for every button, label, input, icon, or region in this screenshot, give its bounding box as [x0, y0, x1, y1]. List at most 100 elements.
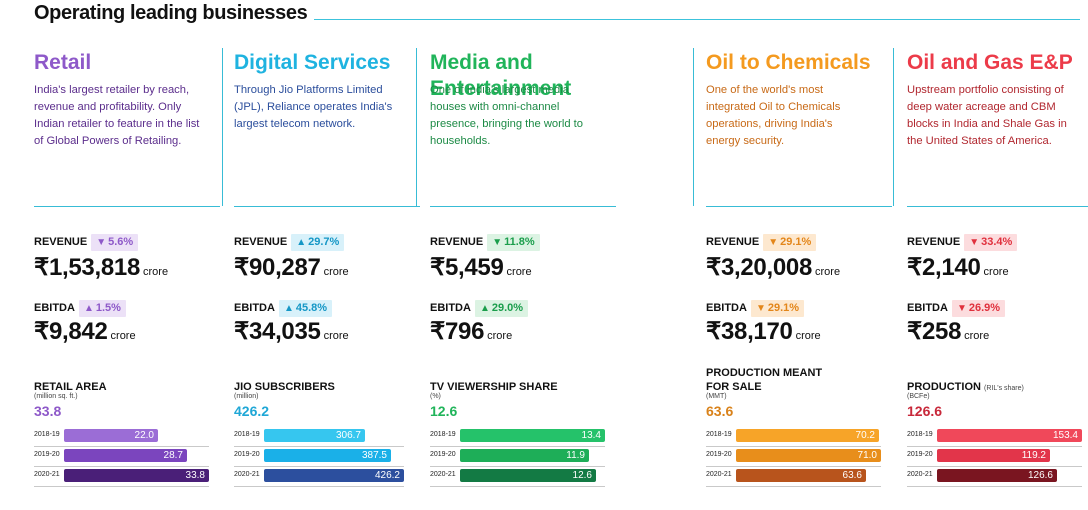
bar-fill	[937, 449, 1050, 462]
segment-description: Upstream portfolio consisting of deep wa…	[907, 84, 1067, 147]
segment-description: One of India's largest media houses with…	[430, 84, 583, 147]
segment-title: Digital Services	[234, 51, 391, 74]
revenue-label-row: REVENUE ▼ 5.6%	[34, 234, 139, 251]
change-value: 45.8%	[295, 302, 328, 314]
section-rule	[234, 206, 420, 207]
bar-year-label: 2018-19	[34, 431, 60, 438]
bar-value-label: 11.9	[566, 450, 585, 461]
arrow-down-icon: ▼	[768, 237, 779, 248]
arrow-down-icon: ▼	[755, 303, 766, 314]
bar-value-label: 33.8	[185, 470, 205, 481]
stat-label: JIO SUBSCRIBERS	[234, 380, 335, 394]
change-badge: ▲ 1.5%	[78, 300, 126, 317]
ebitda-unit: crore	[323, 330, 349, 342]
stat-label: TV VIEWERSHIP SHARE	[430, 380, 558, 394]
ebitda-amount: ₹796	[430, 318, 485, 345]
stat-unit: (million)	[234, 393, 259, 400]
ebitda-label-row: EBITDA ▲ 45.8%	[234, 300, 333, 317]
ebitda-label: EBITDA	[430, 302, 471, 314]
stat-label: RETAIL AREA	[34, 380, 107, 394]
section-rule	[34, 206, 220, 207]
bar-fill	[64, 449, 187, 462]
arrow-down-icon: ▼	[956, 303, 967, 314]
segment-column-o2c: Oil to Chemicals One of the world's most …	[706, 46, 892, 487]
change-badge: ▲ 29.7%	[291, 234, 345, 251]
section-rule	[907, 206, 1088, 207]
revenue-label-row: REVENUE ▲ 29.7%	[234, 234, 345, 251]
bar-value-label: 387.5	[361, 450, 387, 461]
bar-row: 2020-21 426.2	[234, 467, 404, 487]
arrow-down-icon: ▼	[969, 237, 980, 248]
bar-value-label: 71.0	[857, 450, 877, 461]
stat-total: 33.8	[34, 403, 62, 419]
bar-year-label: 2019-20	[907, 451, 933, 458]
change-value: 5.6%	[108, 236, 134, 248]
segment-title: Oil to Chemicals	[706, 51, 871, 74]
arrow-up-icon: ▲	[83, 303, 94, 314]
stat-note: (RIL's share)	[984, 385, 1024, 392]
bar-fill	[937, 429, 1082, 442]
segment-description: One of the world's most integrated Oil t…	[706, 84, 841, 147]
stat-title: JIO SUBSCRIBERS	[234, 381, 335, 393]
change-badge: ▲ 29.0%	[474, 300, 529, 317]
bar-year-label: 2018-19	[706, 431, 732, 438]
ebitda-value: ₹34,035 crore	[234, 317, 349, 346]
ebitda-unit: crore	[964, 330, 990, 342]
segment-description: India's largest retailer by reach, reven…	[34, 84, 200, 147]
bar-year-label: 2019-20	[234, 451, 260, 458]
revenue-unit: crore	[983, 266, 1009, 278]
stat-title: RETAIL AREA	[34, 381, 107, 393]
ebitda-label-row: EBITDA ▼ 26.9%	[907, 300, 1006, 317]
bar-value-label: 63.6	[842, 470, 862, 481]
revenue-label-row: REVENUE ▼ 33.4%	[907, 234, 1018, 251]
section-title: Operating leading businesses	[34, 2, 308, 24]
bar-row: 2020-21 126.6	[907, 467, 1082, 487]
arrow-up-icon: ▲	[283, 303, 294, 314]
ebitda-label: EBITDA	[907, 302, 948, 314]
section-rule	[430, 206, 616, 207]
change-value: 11.8%	[504, 236, 535, 248]
column-divider	[222, 48, 223, 206]
stat-unit: (million sq. ft.)	[34, 393, 78, 400]
bar-row: 2020-21 63.6	[706, 467, 881, 487]
bar-row: 2019-20 71.0	[706, 447, 881, 467]
ebitda-unit: crore	[110, 330, 136, 342]
change-value: 29.1%	[767, 302, 800, 314]
revenue-unit: crore	[815, 266, 841, 278]
change-badge: ▼ 33.4%	[964, 234, 1018, 251]
revenue-label: REVENUE	[907, 236, 961, 248]
revenue-unit: crore	[506, 266, 532, 278]
ebitda-value: ₹38,170 crore	[706, 317, 821, 346]
revenue-value: ₹2,140 crore	[907, 253, 1009, 282]
column-divider	[893, 48, 894, 206]
bar-value-label: 119.2	[1021, 450, 1046, 461]
revenue-value: ₹90,287 crore	[234, 253, 349, 282]
bar-value-label: 22.0	[134, 430, 154, 441]
change-value: 29.0%	[491, 302, 524, 314]
bar-row: 2019-20 119.2	[907, 447, 1082, 467]
bar-year-label: 2018-19	[907, 431, 933, 438]
bar-year-label: 2020-21	[907, 471, 933, 478]
bar-row: 2019-20 387.5	[234, 447, 404, 467]
revenue-label: REVENUE	[430, 236, 484, 248]
stat-title: TV VIEWERSHIP SHARE	[430, 381, 558, 393]
ebitda-label-row: EBITDA ▲ 1.5%	[34, 300, 126, 317]
ebitda-amount: ₹258	[907, 318, 962, 345]
segment-title: Oil and Gas E&P	[907, 51, 1073, 74]
bar-fill	[64, 429, 158, 442]
stat-unit: (%)	[430, 393, 441, 400]
segment-column-oilgas: Oil and Gas E&P Upstream portfolio consis…	[907, 46, 1088, 487]
bar-year-label: 2020-21	[34, 471, 60, 478]
bar-fill	[736, 429, 879, 442]
revenue-amount: ₹90,287	[234, 254, 321, 281]
bar-fill	[460, 449, 589, 462]
bar-row: 2018-19 22.0	[34, 427, 209, 447]
bar-year-label: 2020-21	[706, 471, 732, 478]
bar-row: 2018-19 70.2	[706, 427, 881, 447]
segment-column-digital: Digital Services Through Jio Platforms Li…	[234, 46, 420, 487]
ebitda-label: EBITDA	[706, 302, 747, 314]
bar-year-label: 2018-19	[234, 431, 260, 438]
segment-title: Media and Entertainment	[430, 51, 572, 100]
revenue-value: ₹3,20,008 crore	[706, 253, 840, 282]
ebitda-label: EBITDA	[234, 302, 275, 314]
